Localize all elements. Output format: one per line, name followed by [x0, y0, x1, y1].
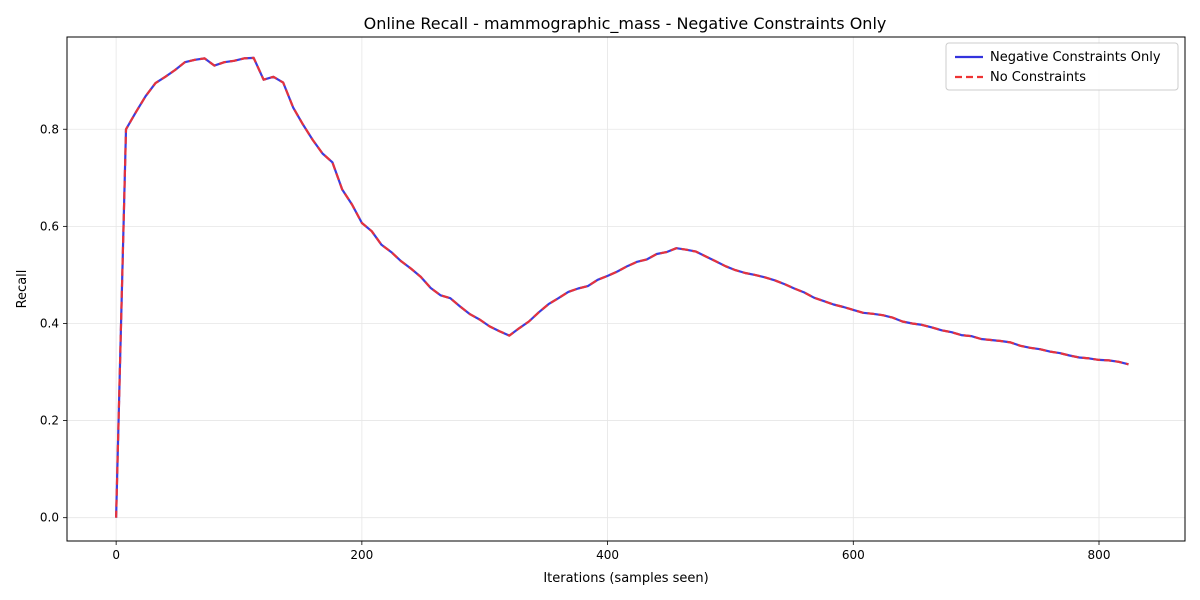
x-axis-label: Iterations (samples seen) [543, 571, 708, 586]
legend-label-no-constraints: No Constraints [990, 70, 1086, 85]
y-tick-label: 0.2 [40, 414, 59, 428]
legend-box [945, 42, 1179, 91]
grid [67, 37, 1185, 541]
legend: Negative Constraints Only No Constraints [945, 42, 1179, 91]
y-tick-label: 0.6 [40, 219, 59, 233]
x-tick-label: 200 [350, 548, 373, 562]
y-tick-label: 0.0 [40, 511, 59, 525]
x-tick-label: 400 [596, 548, 619, 562]
series-lines [115, 56, 1129, 518]
y-tick-label: 0.8 [40, 122, 59, 136]
x-tick-label: 800 [1088, 548, 1111, 562]
legend-label-negative-constraints: Negative Constraints Only [990, 50, 1161, 65]
y-tick-label: 0.4 [40, 316, 59, 330]
y-axis-label: Recall [15, 270, 30, 309]
series-line-no-constraints [115, 56, 1129, 518]
x-tick-label: 600 [842, 548, 865, 562]
y-axis-ticks: 0.0 0.2 0.4 0.6 0.8 [40, 122, 67, 525]
x-axis-ticks: 0 200 400 600 800 [112, 541, 1110, 562]
chart-title: Online Recall - mammographic_mass - Nega… [364, 14, 887, 34]
x-tick-label: 0 [112, 548, 120, 562]
plot-frame [66, 36, 1186, 542]
